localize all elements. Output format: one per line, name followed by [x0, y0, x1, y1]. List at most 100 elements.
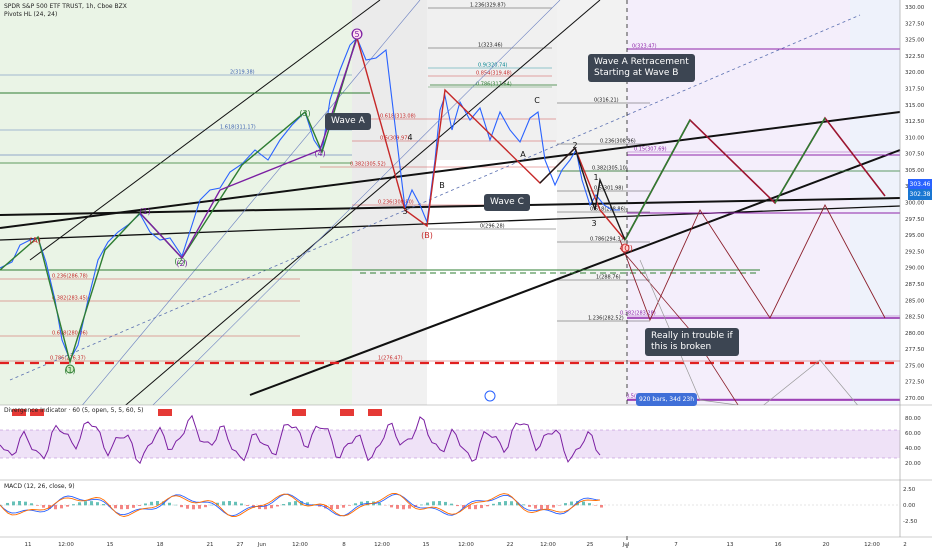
price-tick-label: 282.50: [905, 315, 925, 321]
fib-label: 0.236(286.78): [52, 274, 88, 280]
fib-label: 0.15(307.69): [634, 147, 667, 153]
fib-label: 0.9(320.74): [478, 63, 507, 69]
wave-label: 1: [593, 173, 598, 182]
background-zones: [0, 0, 900, 408]
fib-label: 0.786(276.37): [50, 356, 86, 362]
fib-label: 0.786(294.37): [590, 237, 626, 243]
fib-label: 0.618(298.86): [590, 207, 626, 213]
fib-label: 0.236(300.80): [378, 200, 414, 206]
time-tick-label: 12:00: [864, 542, 880, 548]
wave-label: 4: [407, 133, 412, 142]
time-tick-label: 12:00: [292, 542, 308, 548]
bear-marker: [368, 409, 382, 416]
wave-markers: [65, 28, 630, 402]
time-tick-label: 12:00: [374, 542, 390, 548]
price-tick-label: 272.50: [905, 380, 925, 386]
price-tick-label: 327.50: [905, 21, 925, 27]
fib-label: 0.5(301.98): [594, 186, 623, 192]
wave-label: (A): [29, 236, 41, 245]
bear-marker: [30, 409, 44, 416]
price-tick-label: 290.00: [905, 266, 925, 272]
fib-label: 0.618(280.06): [52, 331, 88, 337]
macd-tick-label: 2.50: [903, 487, 916, 493]
time-axis: 11 12:00 15 18 21 27 Jun 12:00 8 12:00 15 12:00 22 12…: [25, 542, 907, 548]
wave-label: B: [439, 181, 445, 190]
time-tick-label: 2: [903, 542, 907, 548]
time-tick-label: 27: [237, 542, 244, 548]
macd-tick-label: 0.00: [903, 503, 916, 509]
bear-marker: [340, 409, 354, 416]
macd-title: MACD (12, 26, close, 9): [4, 483, 75, 490]
divergence-tick-label: 80.00: [905, 416, 921, 422]
fib-label: 1.236(329.87): [470, 3, 506, 9]
wave-c-callout: Wave C: [484, 194, 530, 211]
fib-label: 1(288.76): [596, 275, 621, 281]
wave-label: (1): [139, 207, 150, 216]
wave-label: (1): [64, 366, 75, 375]
sub-axes: 80.00 60.00 40.00 20.00 2.50 0.00 -2.50: [903, 416, 921, 525]
time-tick-label: 12:00: [58, 542, 74, 548]
prev-price-tag: 302.38: [908, 189, 932, 200]
time-tick-label: Jun: [257, 542, 267, 548]
fib-label: 1(323.46): [478, 43, 503, 49]
price-tick-label: 307.50: [905, 152, 925, 158]
fib-label: 0.618(313.08): [380, 114, 416, 120]
price-axis: 330.00 327.50 325.00 322.50 320.00 317.50 315.…: [905, 5, 925, 402]
elliott-waves: [0, 35, 626, 365]
horizontal-levels: [0, 48, 900, 401]
wave-label: 2: [572, 141, 577, 150]
time-tick-label: Jul: [622, 542, 630, 548]
fib-label: 0.382(305.10): [592, 166, 628, 172]
last-price-tag: 303.46: [908, 179, 932, 190]
time-tick-label: 13: [727, 542, 734, 548]
fib-label: 0.382(283.45): [52, 296, 88, 302]
fib-label: 0.382(305.52): [350, 162, 386, 168]
price-tick-label: 317.50: [905, 86, 925, 92]
fib-label: 1.618(311.17): [220, 125, 256, 131]
divergence-title: Divergence Indicator · 60 (5, open, 5, 5…: [4, 407, 144, 414]
price-series: [0, 37, 620, 362]
time-tick-label: 18: [157, 542, 164, 548]
price-tick-label: 330.00: [905, 5, 925, 11]
symbol-title: SPDR S&P 500 ETF TRUST, 1h, Cboe BZX: [4, 3, 127, 10]
fib-label: 0.5(309.97): [380, 136, 409, 142]
divergence-tick-label: 40.00: [905, 446, 921, 452]
divergence-tick-label: 60.00: [905, 431, 921, 437]
bars-range-badge: 920 bars, 34d 23h: [636, 393, 698, 406]
fib-label: 0(316.21): [594, 98, 619, 104]
price-tick-label: 325.00: [905, 38, 925, 44]
fib-label: 0.854(319.48): [476, 71, 512, 77]
fib-label: 0.786(317.64): [476, 82, 512, 88]
price-tick-label: 300.00: [905, 201, 925, 207]
price-tick-label: 305.00: [905, 168, 925, 174]
price-tick-label: 315.00: [905, 103, 925, 109]
price-tick-label: 285.00: [905, 298, 925, 304]
price-tick-label: 280.00: [905, 331, 925, 337]
pivots-label: Pivots HL (24, 24): [4, 11, 58, 18]
bear-marker: [12, 409, 26, 416]
price-tick-label: 292.50: [905, 249, 925, 255]
price-tick-label: 312.50: [905, 119, 925, 125]
time-tick-label: 22: [507, 542, 514, 548]
wave-label: 3: [402, 207, 407, 216]
wave-a-callout: Wave A: [325, 113, 371, 130]
time-tick-label: 16: [775, 542, 782, 548]
fib-label: 2(319.38): [230, 70, 255, 76]
wave-label: (2): [174, 257, 185, 266]
time-tick-label: 7: [674, 542, 678, 548]
time-tick-label: 25: [587, 542, 594, 548]
time-tick-label: 8: [342, 542, 346, 548]
fib-label: 1.236(282.52): [588, 316, 624, 322]
time-tick-label: 15: [107, 542, 114, 548]
fib-label: 0(296.28): [480, 224, 505, 230]
price-tick-label: 295.00: [905, 233, 925, 239]
wave-label: A: [520, 150, 526, 159]
time-tick-label: 20: [823, 542, 830, 548]
time-tick-label: 15: [423, 542, 430, 548]
price-tick-label: 287.50: [905, 282, 925, 288]
price-tick-label: 322.50: [905, 54, 925, 60]
fib-label: 0.382(283.28): [620, 311, 656, 317]
bear-marker: [158, 409, 172, 416]
wave-label: (C): [621, 244, 633, 253]
